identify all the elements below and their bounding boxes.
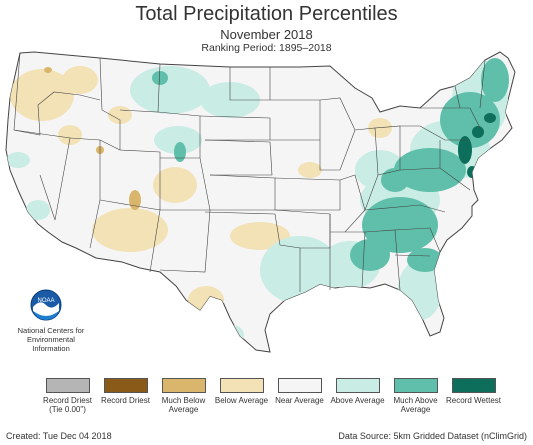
record-driest-tie-region	[78, 255, 84, 261]
map-subtitle: November 2018	[220, 27, 313, 42]
legend-label: Record Wettest	[446, 396, 501, 405]
institution-name: National Centers for Environmental Infor…	[17, 326, 85, 353]
legend-swatch	[451, 378, 496, 393]
map-title: Total Precipitation Percentiles	[135, 3, 398, 25]
legend-item-much-above-average: Much Above Average	[388, 378, 443, 414]
legend-swatch	[161, 378, 206, 393]
state-borders	[13, 52, 486, 292]
legend: Record Driest (Tie 0.00") Record Driest …	[40, 378, 501, 424]
legend-swatch	[277, 378, 322, 393]
legend-swatch	[393, 378, 438, 393]
below-average-regions	[10, 66, 392, 314]
legend-swatch	[45, 378, 90, 393]
legend-item-below-average: Below Average	[214, 378, 269, 405]
legend-swatch	[335, 378, 380, 393]
legend-item-near-average: Near Average	[272, 378, 327, 405]
legend-item-record-driest: Record Driest	[98, 378, 153, 405]
ranking-period: Ranking Period: 1895–2018	[201, 42, 332, 54]
legend-item-much-below-average: Much Below Average	[156, 378, 211, 414]
legend-swatch	[219, 378, 264, 393]
legend-label: Much Below Average	[161, 396, 206, 414]
data-source: Data Source: 5km Gridded Dataset (nClimG…	[338, 431, 527, 441]
us-precipitation-map	[5, 51, 516, 353]
legend-label: Record Driest (Tie 0.00")	[43, 396, 92, 414]
legend-swatch	[103, 378, 148, 393]
much-above-average-regions	[152, 58, 509, 272]
noaa-logo: NOAA	[30, 289, 62, 321]
created-date: Created: Tue Dec 04 2018	[6, 431, 112, 441]
legend-item-record-driest-tie: Record Driest (Tie 0.00")	[40, 378, 95, 414]
legend-label: Record Driest	[101, 396, 150, 405]
legend-label: Below Average	[214, 396, 269, 405]
record-wettest-regions	[458, 113, 496, 178]
legend-label: Much Above Average	[393, 396, 438, 414]
legend-item-record-wettest: Record Wettest	[446, 378, 501, 405]
noaa-logo-text: NOAA	[37, 298, 54, 304]
legend-item-above-average: Above Average	[330, 378, 385, 405]
legend-label: Above Average	[330, 396, 385, 405]
legend-label: Near Average	[275, 396, 324, 405]
